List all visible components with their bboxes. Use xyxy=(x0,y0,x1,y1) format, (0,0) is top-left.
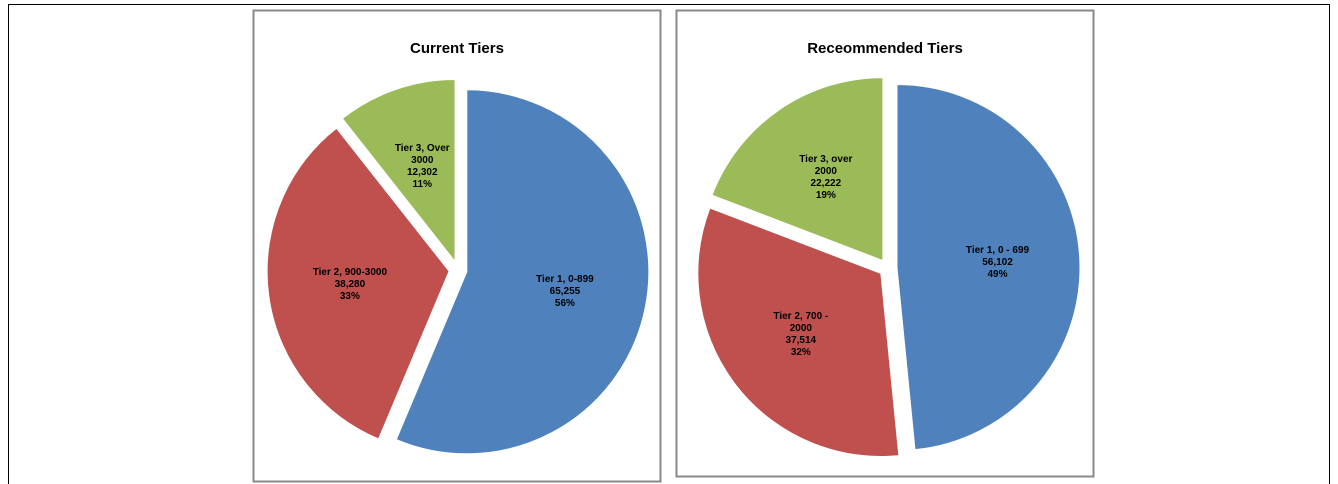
chart-frame xyxy=(675,9,1095,478)
pie-slice xyxy=(341,78,456,263)
percent-label: 56% xyxy=(554,297,575,309)
category-label: Tier 2, 700 - 2000 xyxy=(773,310,829,334)
value-label: 37,514 xyxy=(785,334,817,346)
slice-label: Tier 1, 0-899 65,255 56% xyxy=(526,274,604,310)
category-label: Tier 1, 0-899 xyxy=(536,273,594,285)
category-label: Tier 3, over 2000 xyxy=(799,153,853,177)
slice-label: Tier 1, 0 - 699 56,102 49% xyxy=(959,245,1037,281)
pie-slice xyxy=(896,84,1081,451)
percent-label: 11% xyxy=(412,178,432,190)
pie-slice xyxy=(395,89,650,455)
category-label: Tier 3, Over 3000 xyxy=(394,142,450,166)
slice-label: Tier 3, Over 3000 12,302 11% xyxy=(383,143,461,191)
category-label: Tier 1, 0 - 699 xyxy=(965,244,1030,256)
value-label: 12,302 xyxy=(406,166,438,178)
pie-slice xyxy=(266,127,450,440)
slice-label: Tier 3, over 2000 22,222 19% xyxy=(787,154,865,202)
outer-frame xyxy=(8,4,1330,484)
value-label: 38,280 xyxy=(334,278,366,290)
value-label: 56,102 xyxy=(982,256,1013,268)
percent-label: 19% xyxy=(815,189,836,201)
value-label: 22,222 xyxy=(810,177,842,189)
chart-frame xyxy=(252,9,662,483)
chart-title: Current Tiers xyxy=(410,40,504,57)
chart-title: Receommended Tiers xyxy=(807,40,963,57)
percent-label: 32% xyxy=(790,346,811,358)
category-label: Tier 2, 900-3000 xyxy=(312,266,388,278)
value-label: 65,255 xyxy=(549,285,581,297)
percent-label: 49% xyxy=(987,268,1008,280)
percent-label: 33% xyxy=(339,290,360,302)
slice-label: Tier 2, 900-3000 38,280 33% xyxy=(311,267,389,303)
pie-slice xyxy=(697,207,900,457)
pie-slice xyxy=(711,77,884,262)
slice-label: Tier 2, 700 - 2000 37,514 32% xyxy=(762,311,840,359)
